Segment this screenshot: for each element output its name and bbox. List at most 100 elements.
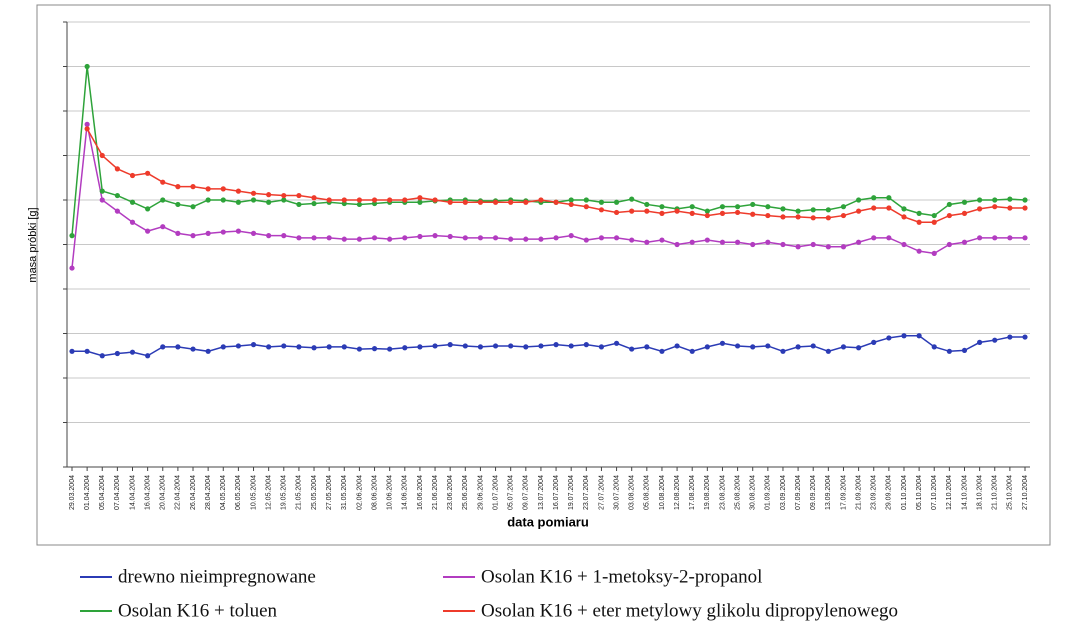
data-point	[613, 199, 620, 205]
series-line	[71, 124, 1025, 269]
data-point	[886, 235, 892, 241]
data-point	[326, 197, 332, 203]
data-point	[977, 235, 983, 241]
data-point	[629, 208, 635, 214]
data-point	[311, 235, 317, 241]
data-point	[765, 239, 771, 245]
data-point	[840, 244, 847, 250]
data-point	[508, 343, 514, 349]
data-point	[129, 172, 136, 179]
data-point	[235, 343, 241, 349]
x-tick-label: 10.08.2004	[659, 475, 666, 510]
data-point	[840, 212, 847, 219]
data-point	[674, 208, 680, 214]
data-point	[417, 233, 423, 240]
x-tick-label: 27.05.2004	[326, 475, 333, 510]
data-point	[462, 343, 468, 349]
x-tick-label: 27.10.2004	[1022, 475, 1029, 510]
data-point	[387, 197, 393, 203]
data-point	[659, 210, 665, 216]
data-point	[780, 206, 786, 212]
x-axis-title: data pomiaru	[507, 514, 589, 529]
data-point	[190, 346, 196, 352]
data-point	[916, 219, 922, 225]
x-tick-label: 14.06.2004	[402, 475, 409, 510]
data-point	[341, 200, 347, 207]
x-tick-label: 17.08.2004	[689, 475, 696, 510]
data-point	[250, 190, 257, 196]
data-point	[750, 344, 756, 350]
data-point	[946, 212, 952, 219]
data-point	[205, 197, 211, 203]
data-point	[296, 201, 302, 208]
data-point	[780, 241, 786, 248]
data-point	[613, 209, 620, 216]
data-point	[160, 344, 166, 350]
x-tick-label: 12.08.2004	[674, 475, 681, 510]
data-point	[432, 343, 438, 349]
data-point	[674, 343, 680, 349]
data-point	[553, 342, 559, 348]
data-point	[795, 214, 801, 220]
data-point	[387, 346, 393, 352]
x-tick-label: 14.04.2004	[129, 475, 136, 510]
data-point	[175, 201, 181, 208]
data-point	[840, 344, 847, 350]
data-point	[750, 201, 756, 208]
data-point	[674, 241, 680, 248]
x-tick-label: 17.09.2004	[840, 475, 847, 510]
data-point	[371, 235, 378, 241]
data-point	[402, 197, 408, 203]
data-point	[281, 192, 287, 199]
series-line	[72, 334, 1025, 357]
data-point	[916, 333, 922, 339]
data-point	[992, 337, 998, 343]
x-tick-label: 06.05.2004	[235, 475, 242, 510]
chart-frame	[36, 4, 1051, 546]
data-point	[235, 199, 241, 205]
data-point	[417, 199, 423, 205]
data-point	[810, 343, 816, 349]
data-point	[160, 224, 166, 230]
data-point	[99, 152, 105, 159]
data-point	[84, 348, 90, 354]
data-point	[719, 204, 726, 210]
x-tick-label: 04.05.2004	[220, 475, 227, 510]
data-point	[734, 209, 741, 216]
data-point	[356, 197, 363, 203]
data-point	[1022, 197, 1028, 203]
data-point	[750, 241, 756, 248]
x-tick-label: 01.09.2004	[765, 475, 772, 510]
data-point	[266, 233, 272, 239]
data-point	[341, 197, 347, 203]
data-point	[961, 239, 968, 245]
data-point	[220, 344, 226, 350]
x-tick-label: 22.04.2004	[175, 475, 182, 510]
x-tick-label: 23.08.2004	[719, 475, 726, 510]
x-tick-label: 29.03.2004	[69, 475, 76, 510]
data-point	[175, 230, 181, 236]
data-point	[856, 197, 862, 203]
data-point	[160, 197, 166, 203]
x-tick-label: 29.06.2004	[477, 475, 484, 510]
data-point	[992, 235, 998, 241]
x-tick-label: 14.10.2004	[961, 475, 968, 510]
y-axis-title: masa próbki [g]	[27, 207, 39, 282]
data-point	[462, 199, 468, 205]
data-point	[977, 197, 983, 203]
data-point	[1022, 235, 1028, 241]
data-point	[765, 212, 771, 219]
x-tick-label: 08.06.2004	[371, 475, 378, 510]
x-tick-label: 30.08.2004	[750, 475, 757, 510]
data-point	[129, 199, 136, 205]
data-point	[402, 235, 408, 241]
data-point	[750, 211, 756, 217]
data-point	[296, 235, 302, 241]
data-point	[689, 239, 695, 245]
data-point	[1007, 235, 1013, 241]
data-point	[523, 344, 529, 350]
data-point	[719, 210, 726, 216]
data-point	[492, 235, 499, 241]
data-point	[462, 235, 468, 241]
data-point	[523, 199, 529, 205]
